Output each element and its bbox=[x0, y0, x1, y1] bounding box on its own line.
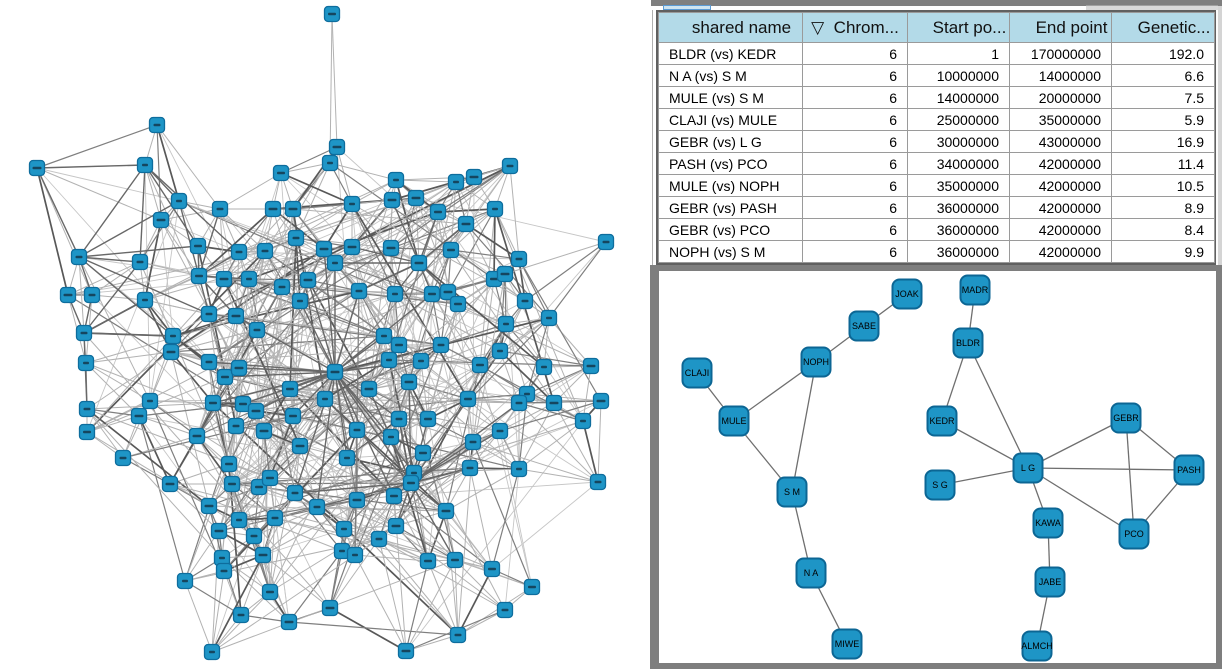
svg-text:NOPH: NOPH bbox=[803, 357, 829, 367]
svg-text:MULE: MULE bbox=[721, 416, 746, 426]
svg-text:PCO: PCO bbox=[1124, 529, 1144, 539]
svg-text:GEBR: GEBR bbox=[1113, 413, 1139, 423]
svg-text:CLAJI: CLAJI bbox=[685, 368, 710, 378]
svg-text:KEDR: KEDR bbox=[929, 416, 955, 426]
svg-text:MADR: MADR bbox=[962, 285, 989, 295]
svg-text:L G: L G bbox=[1021, 463, 1035, 473]
svg-text:MIWE: MIWE bbox=[835, 639, 860, 649]
svg-text:BLDR: BLDR bbox=[956, 338, 981, 348]
svg-text:ALMCH: ALMCH bbox=[1021, 641, 1053, 651]
svg-text:SABE: SABE bbox=[852, 321, 876, 331]
svg-text:PASH: PASH bbox=[1177, 465, 1201, 475]
svg-text:JABE: JABE bbox=[1039, 577, 1062, 587]
svg-text:KAWA: KAWA bbox=[1035, 518, 1061, 528]
svg-text:S G: S G bbox=[932, 480, 948, 490]
svg-text:N A: N A bbox=[804, 568, 819, 578]
svg-text:S M: S M bbox=[784, 487, 800, 497]
svg-text:JOAK: JOAK bbox=[895, 289, 919, 299]
